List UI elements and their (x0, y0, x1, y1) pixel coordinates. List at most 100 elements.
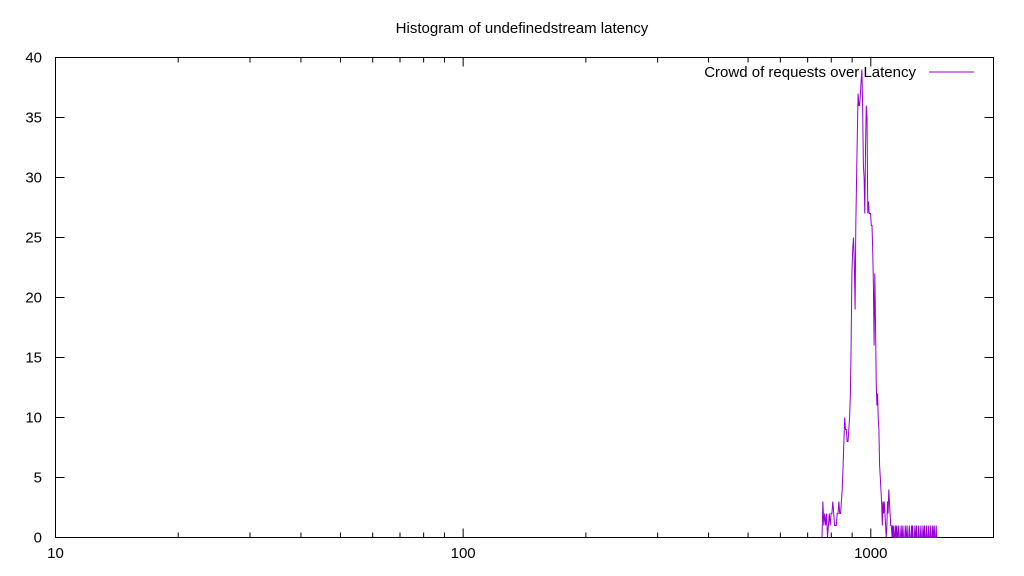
data-point (924, 525, 925, 526)
y-tick-label: 15 (25, 350, 42, 367)
data-point (893, 537, 894, 538)
data-point (891, 537, 892, 538)
data-point (872, 249, 873, 250)
data-point (832, 501, 833, 502)
data-point (826, 513, 827, 514)
data-point (843, 465, 844, 466)
data-point (914, 525, 915, 526)
data-point (867, 213, 868, 214)
chart-title: Histogram of undefinedstream latency (396, 20, 649, 37)
data-point (898, 537, 899, 538)
data-point (884, 513, 885, 514)
data-point (902, 537, 903, 538)
data-point (831, 513, 832, 514)
data-point (882, 525, 883, 526)
legend: Crowd of requests over Latency (704, 64, 974, 81)
data-point (930, 525, 931, 526)
x-tick-label: 1000 (854, 545, 887, 562)
data-point (881, 501, 882, 502)
data-point (842, 489, 843, 490)
y-tick-label: 40 (25, 50, 42, 67)
data-point (878, 429, 879, 430)
data-point (825, 525, 826, 526)
data-point (858, 93, 859, 94)
legend-label: Crowd of requests over Latency (704, 64, 916, 81)
data-point (886, 525, 887, 526)
data-point (851, 345, 852, 346)
data-point (827, 537, 828, 538)
y-tick-label: 25 (25, 230, 42, 247)
data-point (861, 81, 862, 82)
data-point (934, 525, 935, 526)
data-point (855, 309, 856, 310)
data-point (863, 165, 864, 166)
data-point (900, 537, 901, 538)
data-point (838, 501, 839, 502)
data-point (910, 537, 911, 538)
data-point (886, 537, 887, 538)
data-point (841, 501, 842, 502)
data-point (874, 273, 875, 274)
data-point (856, 177, 857, 178)
data-point (868, 201, 869, 202)
data-point (893, 525, 894, 526)
data-point (926, 525, 927, 526)
data-point (906, 525, 907, 526)
data-point (879, 465, 880, 466)
data-point (821, 537, 822, 538)
data-point (833, 513, 834, 514)
data-point (850, 393, 851, 394)
data-point (898, 525, 899, 526)
y-axis: 0 5 10 15 20 25 30 35 40 (25, 50, 994, 547)
data-point (876, 381, 877, 382)
data-point (824, 513, 825, 514)
data-point (896, 525, 897, 526)
y-tick-label: 5 (34, 470, 42, 487)
data-point (840, 513, 841, 514)
data-point (926, 537, 927, 538)
data-point (906, 537, 907, 538)
data-point (920, 537, 921, 538)
data-point (862, 105, 863, 106)
data-point (889, 501, 890, 502)
data-point (865, 141, 866, 142)
data-point (895, 537, 896, 538)
y-tick-label: 20 (25, 290, 42, 307)
data-point (864, 177, 865, 178)
series-layer (821, 69, 938, 538)
data-point (853, 237, 854, 238)
data-point (843, 441, 844, 442)
data-point (866, 105, 867, 106)
data-point (887, 501, 888, 502)
data-point (830, 525, 831, 526)
data-point (936, 525, 937, 526)
data-point (915, 537, 916, 538)
data-point (932, 525, 933, 526)
y-tick-label: 35 (25, 110, 42, 127)
data-point (937, 537, 938, 538)
data-point (912, 525, 913, 526)
data-point (896, 537, 897, 538)
series-line (821, 69, 938, 538)
data-point (908, 537, 909, 538)
data-point (823, 525, 824, 526)
data-point (828, 525, 829, 526)
data-point (882, 501, 883, 502)
data-point (891, 525, 892, 526)
data-point (888, 489, 889, 490)
data-point (874, 345, 875, 346)
data-point (909, 525, 910, 526)
data-point (851, 273, 852, 274)
data-point (888, 513, 889, 514)
data-point (884, 501, 885, 502)
data-point (849, 417, 850, 418)
data-point (866, 117, 867, 118)
data-point (922, 525, 923, 526)
data-point (836, 525, 837, 526)
data-point (877, 393, 878, 394)
data-point (873, 285, 874, 286)
data-point (848, 429, 849, 430)
x-tick-label: 100 (451, 545, 476, 562)
y-tick-label: 30 (25, 170, 42, 187)
